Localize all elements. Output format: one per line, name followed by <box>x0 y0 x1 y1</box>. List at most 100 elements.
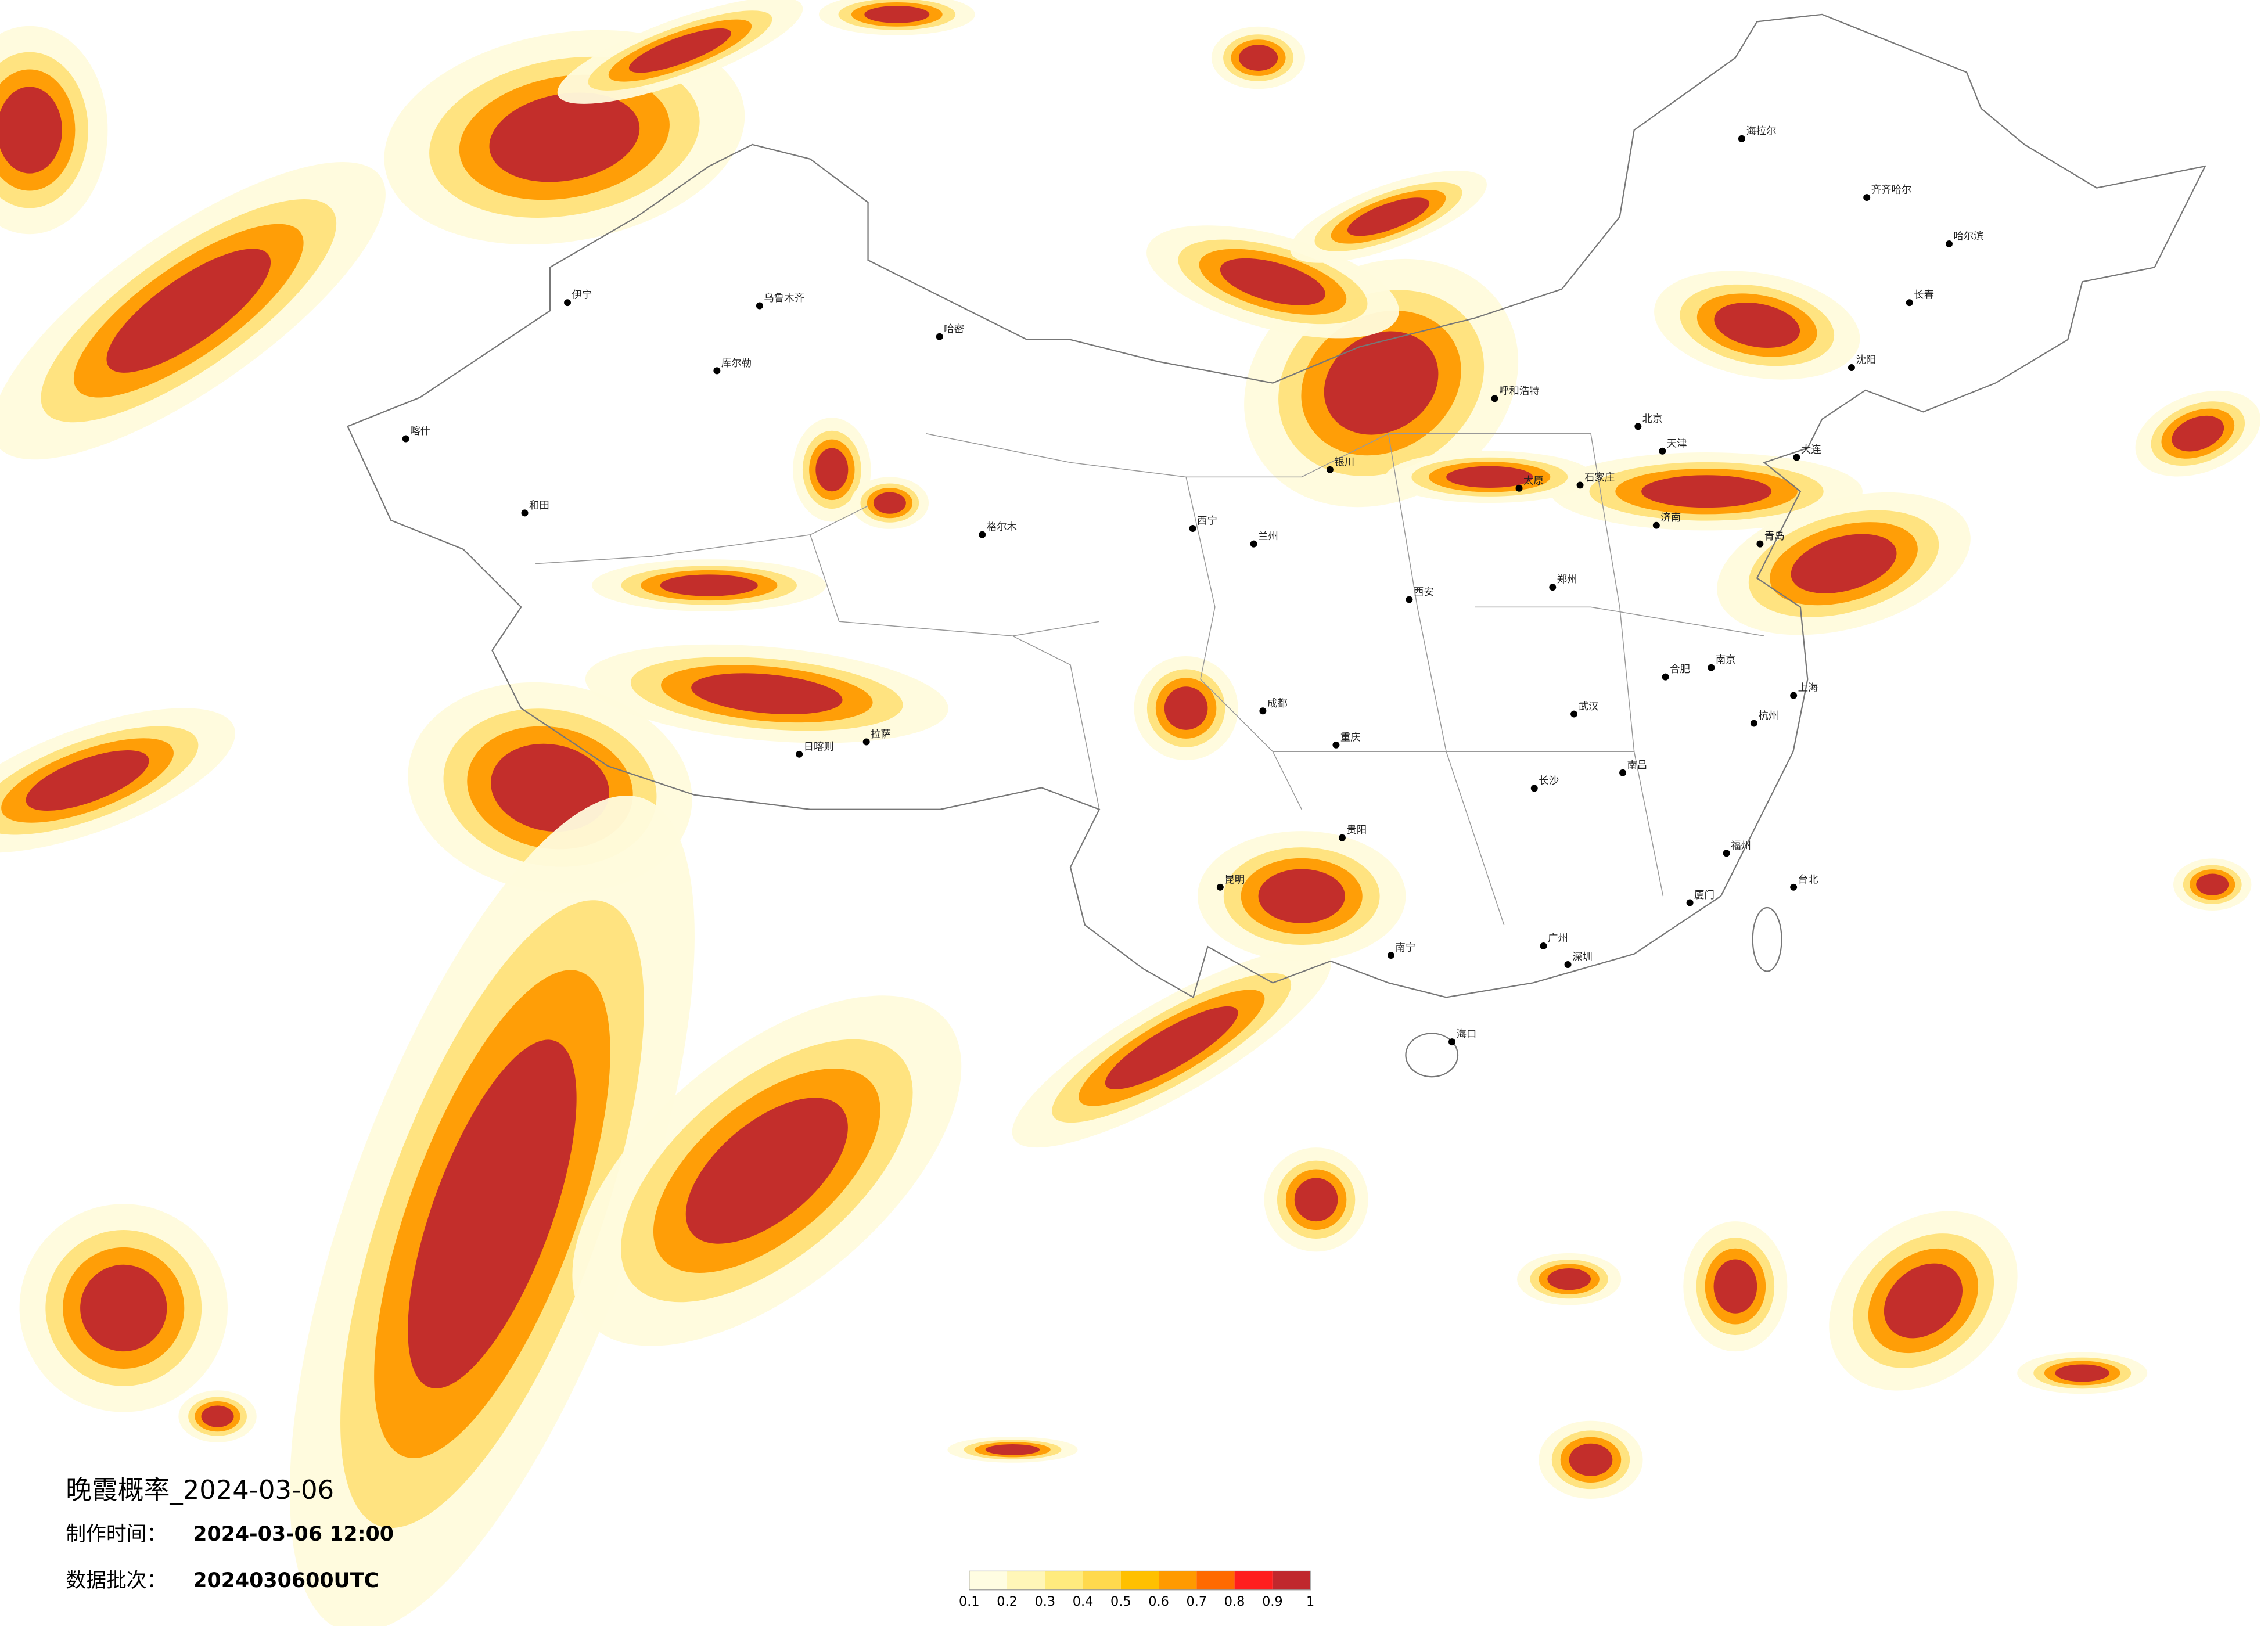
colorbar-tick-label: 1 <box>1306 1594 1314 1609</box>
probability-area <box>685 1098 848 1244</box>
city-label: 太原 <box>1523 475 1544 487</box>
probability-area <box>26 750 149 811</box>
city-label: 贵阳 <box>1346 825 1367 836</box>
probability-area <box>691 673 843 715</box>
city-dot <box>1491 395 1498 402</box>
probability-area <box>2055 1364 2109 1382</box>
probability-area <box>1105 1006 1238 1089</box>
city-dot <box>1708 664 1715 671</box>
city-label: 西宁 <box>1197 516 1217 527</box>
colorbar-tick-label: 0.3 <box>1034 1594 1055 1609</box>
colorbar-tick-label: 0.2 <box>997 1594 1018 1609</box>
city-label: 呼和浩特 <box>1499 386 1540 397</box>
probability-area <box>873 492 906 514</box>
probability-area <box>1258 869 1345 923</box>
probability-area <box>1791 534 1897 593</box>
colorbar: 0.1 0.2 0.3 0.4 0.5 0.6 0.7 0.8 0.9 1 <box>959 1570 1314 1609</box>
city-dot <box>1790 692 1798 699</box>
province-lines <box>535 433 1764 926</box>
colorbar-swatch <box>1007 1571 1045 1590</box>
city-dot <box>862 738 870 746</box>
probability-area <box>2172 415 2224 452</box>
city-dot <box>936 333 943 340</box>
city-label: 海拉尔 <box>1746 125 1776 137</box>
city-label: 喀什 <box>410 426 430 437</box>
city-dot <box>979 531 986 538</box>
city-dot <box>1723 850 1730 857</box>
city-dot <box>1332 741 1340 749</box>
colorbar-swatch <box>969 1571 1008 1590</box>
colorbar-swatch <box>1159 1571 1197 1590</box>
city-dot <box>1338 834 1346 841</box>
city-dot <box>1634 423 1642 430</box>
probability-area <box>1324 331 1439 435</box>
city-dot <box>1250 540 1257 548</box>
probability-area <box>1446 466 1533 488</box>
made-time-label: 制作时间： <box>66 1523 167 1546</box>
city-label: 哈密 <box>944 323 964 335</box>
city-dot <box>1570 710 1578 718</box>
city-dot <box>1189 525 1196 532</box>
colorbar-swatch <box>1234 1571 1273 1590</box>
city-dot <box>1686 899 1694 906</box>
probability-area <box>201 1405 234 1427</box>
probability-area <box>0 87 62 174</box>
city-dot <box>1564 961 1572 968</box>
city-label: 长沙 <box>1539 775 1559 787</box>
probability-area <box>864 5 930 23</box>
city-label: 长春 <box>1914 290 1934 301</box>
city-dot <box>796 750 803 758</box>
city-label: 日喀则 <box>804 741 834 753</box>
colorbar-frame <box>969 1570 1311 1591</box>
city-dot <box>756 302 763 310</box>
colorbar-swatch <box>1083 1571 1121 1590</box>
probability-area <box>985 1444 1040 1455</box>
probability-area <box>1547 1268 1591 1290</box>
city-dot <box>1946 240 1953 247</box>
city-label: 昆明 <box>1224 874 1245 886</box>
city-label: 深圳 <box>1572 952 1593 963</box>
city-label: 石家庄 <box>1584 472 1615 484</box>
probability-area <box>1238 45 1278 71</box>
city-dot <box>1216 883 1224 891</box>
city-label: 兰州 <box>1258 531 1278 542</box>
city-dot <box>1863 194 1871 202</box>
city-label: 乌鲁木齐 <box>764 293 804 304</box>
city-label: 成都 <box>1267 698 1288 710</box>
city-label: 郑州 <box>1557 574 1577 586</box>
city-dot <box>1652 521 1660 529</box>
city-label: 大连 <box>1801 444 1821 456</box>
probability-area <box>106 249 271 373</box>
city-label: 拉萨 <box>871 729 891 740</box>
city-dot <box>564 299 572 307</box>
city-dot <box>1326 466 1334 473</box>
probability-area <box>491 743 609 832</box>
city-label: 南京 <box>1716 654 1736 666</box>
probability-area <box>628 28 732 73</box>
city-label: 合肥 <box>1670 664 1690 675</box>
probability-area <box>1569 1443 1613 1476</box>
city-dot <box>1549 584 1557 591</box>
city-dot <box>1515 484 1523 492</box>
city-dot <box>1738 135 1745 142</box>
city-dot <box>1662 673 1669 681</box>
probability-area <box>1641 475 1772 508</box>
city-label: 海口 <box>1456 1029 1476 1041</box>
city-label: 沈阳 <box>1856 355 1876 366</box>
probability-area <box>1164 686 1208 730</box>
city-dot <box>402 435 409 443</box>
city-label: 福州 <box>1731 840 1751 852</box>
probability-area <box>815 448 849 492</box>
probability-area <box>1220 258 1326 305</box>
city-dot <box>1750 720 1757 727</box>
city-dot <box>1540 942 1547 950</box>
made-time: 2024-03-06 12:00 <box>193 1523 394 1546</box>
probability-area <box>1884 1263 1963 1339</box>
title: 晚霞概率_2024-03-06 <box>66 1474 334 1505</box>
city-label: 银川 <box>1334 456 1354 468</box>
city-dot <box>1576 481 1584 489</box>
probability-area <box>1347 197 1430 236</box>
probability-area <box>660 574 758 596</box>
batch: 2024030600UTC <box>193 1569 379 1592</box>
